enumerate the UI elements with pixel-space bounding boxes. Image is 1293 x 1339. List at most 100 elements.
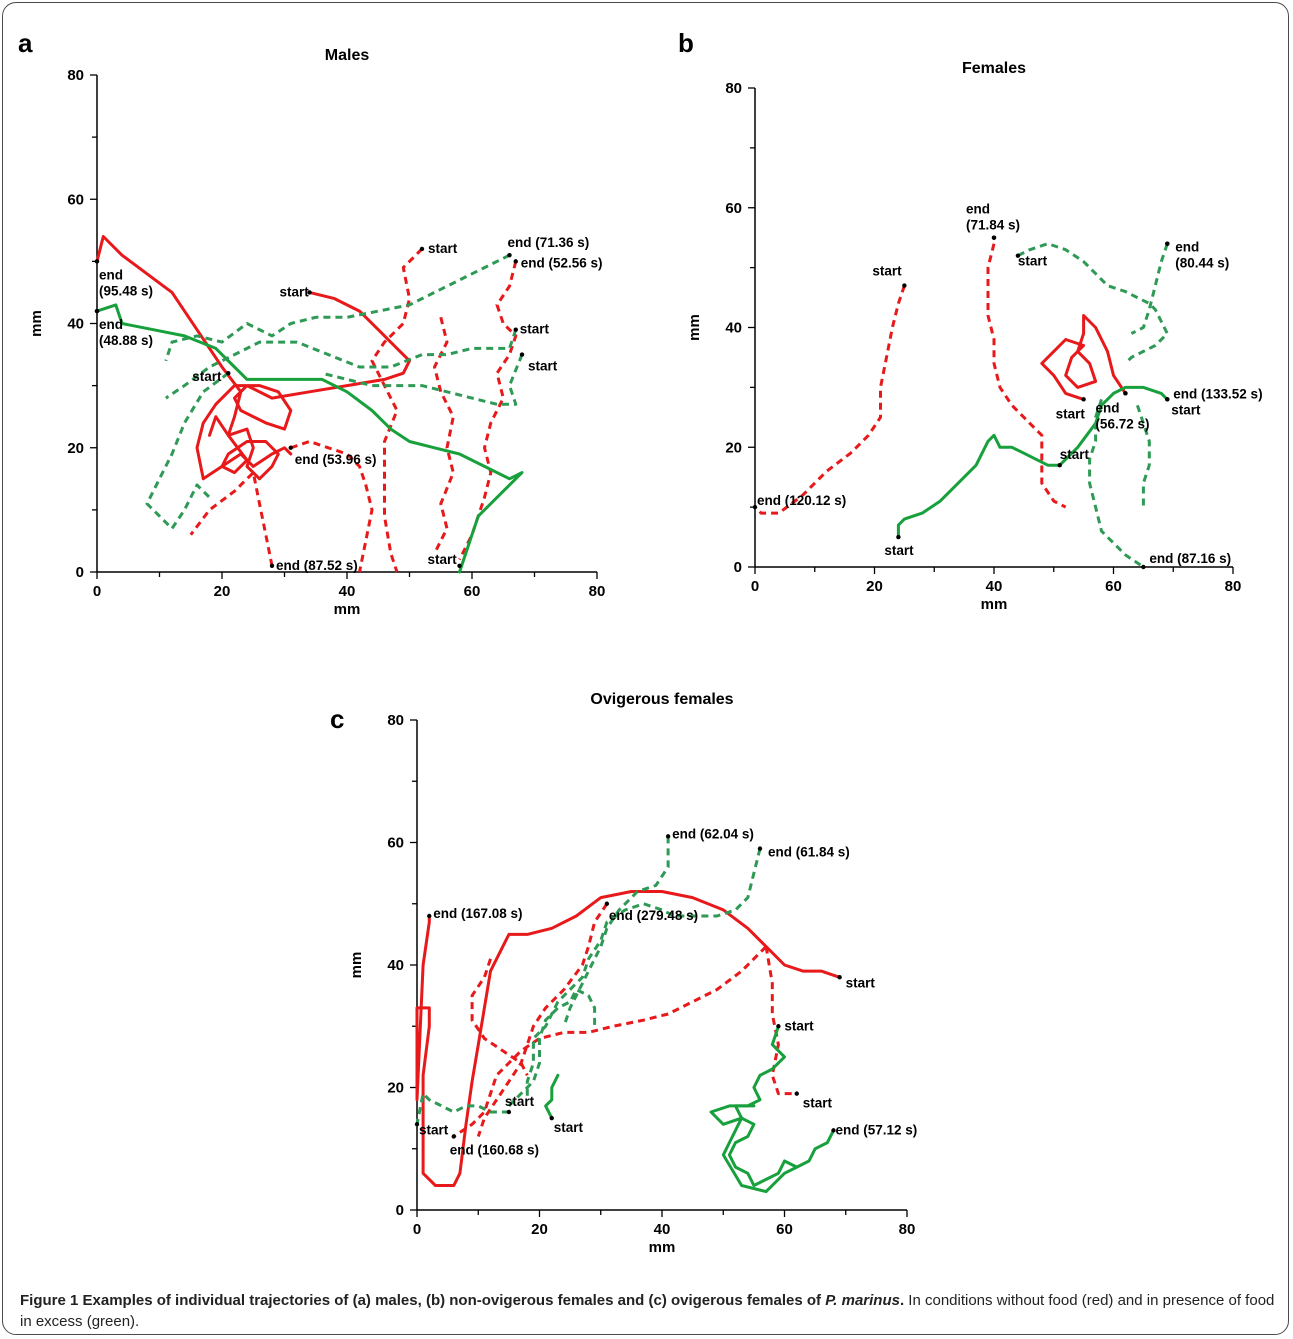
annotation-point [269,563,275,568]
trajectory-no-food-dashed [753,285,906,515]
panel-c: c Ovigerous females 0 20 40 60 80 0 20 40 60 80 mm mm… [330,691,917,1256]
annotation-point [776,1024,781,1029]
y-tick-label: 40 [67,316,84,333]
annotation-label: (80.44 s) [1175,256,1229,271]
trajectory-food-dashed [507,988,597,1107]
x-tick-label: 20 [214,583,231,600]
x-tick-label: 60 [1105,578,1122,595]
y-axis-label: mm [686,314,703,341]
annotation-label: end (62.04 s) [672,826,754,841]
annotation-point [1165,241,1170,246]
annotation-label: start [884,543,914,558]
y-tick-label: 40 [725,320,742,337]
trajectory-no-food-dashed [189,471,274,567]
figure-caption: Figure 1 Examples of individual trajecto… [20,1290,1275,1332]
annotation-point [414,1122,420,1127]
panel-letter-b: b [678,28,694,58]
annotation-point [451,1134,456,1139]
annotation-point [1057,463,1062,468]
annotation-point [513,327,518,332]
annotation-point [604,901,610,906]
annotation-label: end [1095,400,1119,415]
annotation-label: start [419,1122,449,1137]
annotation-point [794,1091,799,1096]
annotation-label: end [99,267,123,282]
annotation-point [1165,397,1170,402]
annotation-point [991,235,997,240]
trajectory-no-food-dashed [986,243,1067,509]
annotation-label: start [1056,406,1086,421]
panel-a: a Males 0 20 40 60 80 0 20 40 60 80 mm mm start end (71… [18,28,605,618]
annotation-point [507,252,512,258]
annotation-label: end (61.84 s) [768,845,850,860]
panel-title: Males [325,47,370,64]
y-tick-label: 20 [387,1080,404,1097]
x-tick-label: 40 [986,578,1003,595]
annotation-point [896,534,901,540]
trajectory-no-food-solid [415,890,842,1187]
annotation-label: (56.72 s) [1095,416,1149,431]
annotation-label: start [1060,447,1090,462]
annotation-point [665,834,671,839]
trajectory-no-food-solid [1040,314,1127,401]
annotation-label: end (52.56 s) [521,255,603,270]
annotation-point [94,259,100,264]
y-tick-label: 0 [734,559,742,576]
caption-bold-suffix: . [899,1292,905,1309]
annotation-label: end (87.16 s) [1149,551,1231,566]
x-tick-label: 40 [654,1221,671,1238]
annotation-point [1141,564,1146,570]
x-tick-label: 20 [866,578,883,595]
annotation-label: end (279.48 s) [609,908,698,923]
annotation-label: (95.48 s) [99,283,153,298]
y-axis-label: mm [348,952,365,979]
annotation-point [549,1115,554,1121]
y-tick-label: 80 [725,80,742,97]
trajectory-no-food-solid [95,235,280,481]
annotation-point [226,371,231,376]
annotation-label: end [966,202,990,217]
annotation-point [837,975,842,980]
trajectory-food-dashed [1135,404,1151,508]
annotation-label: end [99,317,123,332]
annotation-label: start [1171,402,1201,417]
annotation-label: end (167.08 s) [433,906,522,921]
trajectory-no-food-dashed [470,958,529,1076]
annotation-label: start [528,359,558,374]
trajectory-food-solid [1058,385,1169,467]
y-tick-label: 80 [67,67,84,84]
annotation-label: start [505,1094,535,1109]
trajectory-no-food-dashed [458,261,518,561]
figure-svg: a Males 0 20 40 60 80 0 20 40 60 80 mm mm start end (71… [18,28,1263,1256]
x-tick-label: 60 [776,1221,793,1238]
y-tick-label: 80 [387,712,404,729]
y-tick-label: 40 [387,957,404,974]
trajectory-food-dashed [164,253,511,362]
annotation-label: end (71.36 s) [508,235,590,250]
x-tick-label: 80 [589,583,606,600]
annotation-label: start [803,1096,833,1111]
y-tick-label: 60 [67,191,84,208]
y-axis-label: mm [28,310,45,337]
y-tick-label: 20 [725,439,742,456]
annotation-point [831,1128,836,1133]
annotation-point [1081,397,1086,402]
annotation-label: end [1175,240,1199,255]
y-tick-label: 0 [396,1202,404,1219]
x-tick-label: 80 [1225,578,1242,595]
annotation-label: end (53.96 s) [295,452,377,467]
x-axis-label: mm [981,596,1008,613]
x-tick-label: 20 [531,1221,548,1238]
x-tick-label: 0 [93,583,101,600]
panel-title: Ovigerous females [590,691,733,708]
trajectory-food-dashed [1017,242,1169,365]
annotation-point [419,246,425,252]
annotation-point [288,445,293,450]
trajectory-no-food-dashed [370,247,424,573]
x-tick-label: 40 [339,583,356,600]
annotation-point [1123,391,1128,396]
annotation-point [1015,253,1021,258]
annotation-label: (71.84 s) [966,218,1020,233]
annotation-label: end (160.68 s) [450,1143,539,1158]
